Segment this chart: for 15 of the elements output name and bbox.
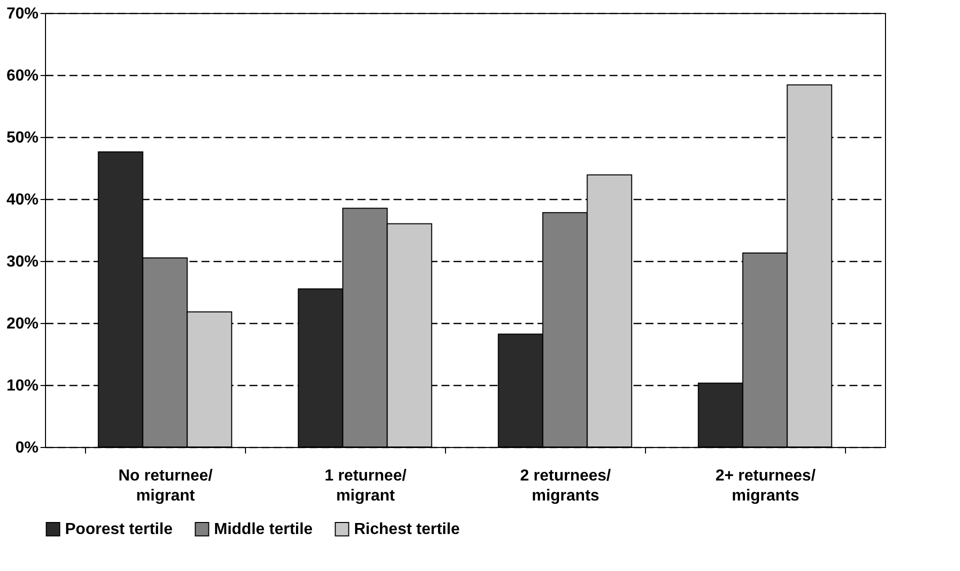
y-tick-label: 40% xyxy=(6,192,38,208)
x-tick-label: 2+ returnees/ migrants xyxy=(715,468,816,504)
x-tick-label: 1 returnee/ migrant xyxy=(324,468,407,504)
legend-label: Middle tertile xyxy=(214,521,313,538)
x-tick-label: No returnee/ migrant xyxy=(118,468,214,504)
y-tick-label: 20% xyxy=(6,316,38,332)
y-tick-label: 50% xyxy=(6,130,38,146)
y-tick-label: 0% xyxy=(15,440,38,456)
legend-label: Poorest tertile xyxy=(65,521,173,538)
y-tick-label: 60% xyxy=(6,68,38,84)
y-tick-label: 10% xyxy=(6,378,38,394)
y-tick-label: 30% xyxy=(6,254,38,270)
y-tick-label: 70% xyxy=(6,6,38,22)
legend-label: Richest tertile xyxy=(354,521,460,538)
x-tick-label: 2 returnees/ migrants xyxy=(520,468,612,504)
